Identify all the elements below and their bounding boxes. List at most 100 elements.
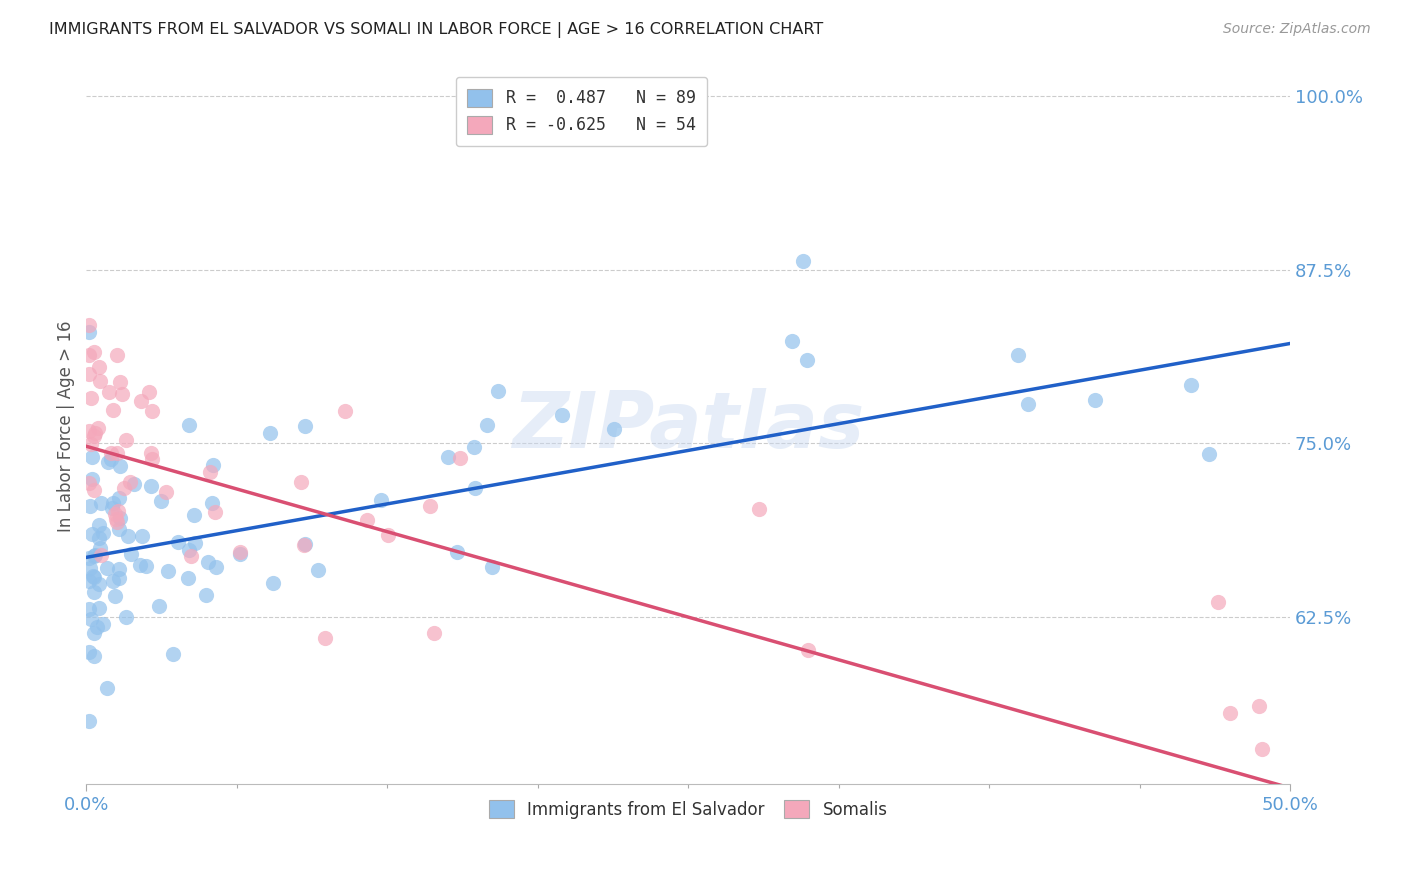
Point <box>139 478 162 492</box>
Point <box>104 512 127 526</box>
Point <box>446 545 468 559</box>
Point <box>796 352 818 367</box>
Point <box>97 455 120 469</box>
Point <box>96 561 118 575</box>
Point <box>80 612 103 626</box>
Point <box>104 589 127 603</box>
Point <box>77 574 100 589</box>
Point <box>1007 348 1029 362</box>
Point <box>292 538 315 552</box>
Point <box>101 574 124 589</box>
Point <box>82 568 104 582</box>
Point <box>83 569 105 583</box>
Point <box>112 481 135 495</box>
Point <box>481 559 503 574</box>
Point <box>77 551 100 566</box>
Point <box>201 458 224 473</box>
Point <box>115 433 138 447</box>
Point <box>377 527 399 541</box>
Point <box>79 499 101 513</box>
Point <box>89 375 111 389</box>
Point <box>201 496 224 510</box>
Point <box>486 384 509 398</box>
Point <box>83 549 105 563</box>
Point <box>131 529 153 543</box>
Point <box>118 475 141 490</box>
Point <box>84 548 107 562</box>
Point <box>108 522 131 536</box>
Point <box>314 632 336 646</box>
Point <box>114 609 136 624</box>
Point <box>155 485 177 500</box>
Point <box>77 318 100 332</box>
Point <box>184 536 207 550</box>
Point <box>77 714 100 729</box>
Point <box>180 549 202 563</box>
Point <box>423 626 446 640</box>
Point <box>148 599 170 613</box>
Point <box>91 526 114 541</box>
Point <box>89 600 111 615</box>
Point <box>797 643 820 657</box>
Point <box>87 576 110 591</box>
Point <box>108 571 131 585</box>
Point <box>419 499 441 513</box>
Point <box>89 496 111 510</box>
Point <box>100 445 122 459</box>
Point <box>551 408 574 422</box>
Text: ZIPatlas: ZIPatlas <box>512 388 865 464</box>
Point <box>100 452 122 467</box>
Point <box>80 392 103 406</box>
Point <box>177 418 200 433</box>
Y-axis label: In Labor Force | Age > 16: In Labor Force | Age > 16 <box>58 320 75 532</box>
Point <box>77 367 100 381</box>
Point <box>101 496 124 510</box>
Point <box>79 561 101 575</box>
Point <box>204 504 226 518</box>
Point <box>449 450 471 465</box>
Point <box>1219 706 1241 721</box>
Point <box>1251 742 1274 756</box>
Point <box>86 421 108 435</box>
Point <box>77 601 100 615</box>
Point <box>98 385 121 400</box>
Point <box>82 450 104 464</box>
Point <box>105 515 128 529</box>
Point <box>110 375 132 389</box>
Point <box>1084 392 1107 407</box>
Point <box>228 545 250 559</box>
Point <box>107 504 129 518</box>
Point <box>475 417 498 432</box>
Point <box>89 541 111 556</box>
Point <box>194 588 217 602</box>
Point <box>86 620 108 634</box>
Point <box>84 425 107 440</box>
Point <box>103 403 125 417</box>
Point <box>1180 377 1202 392</box>
Point <box>294 537 316 551</box>
Point <box>129 394 152 409</box>
Point <box>139 446 162 460</box>
Point <box>83 584 105 599</box>
Point <box>205 560 228 574</box>
Point <box>333 404 356 418</box>
Point <box>83 429 105 443</box>
Point <box>101 500 124 515</box>
Text: IMMIGRANTS FROM EL SALVADOR VS SOMALI IN LABOR FORCE | AGE > 16 CORRELATION CHAR: IMMIGRANTS FROM EL SALVADOR VS SOMALI IN… <box>49 22 824 38</box>
Point <box>104 507 127 521</box>
Point <box>83 483 105 498</box>
Point <box>748 502 770 516</box>
Point <box>156 564 179 578</box>
Point <box>141 451 163 466</box>
Point <box>198 466 221 480</box>
Legend: Immigrants from El Salvador, Somalis: Immigrants from El Salvador, Somalis <box>482 794 894 825</box>
Point <box>259 425 281 440</box>
Point <box>89 517 111 532</box>
Point <box>77 325 100 339</box>
Point <box>107 562 129 576</box>
Point <box>290 475 312 490</box>
Point <box>162 647 184 661</box>
Point <box>117 528 139 542</box>
Point <box>96 681 118 696</box>
Point <box>792 253 814 268</box>
